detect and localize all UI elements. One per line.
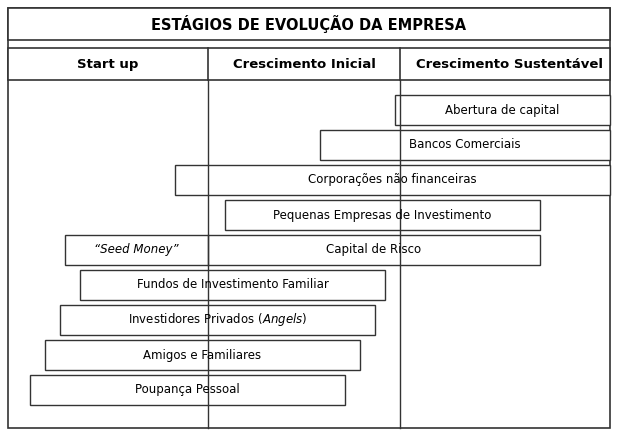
Text: “Seed Money”: “Seed Money” <box>94 244 179 256</box>
Text: Amigos e Familiares: Amigos e Familiares <box>143 349 262 361</box>
Bar <box>8 8 610 40</box>
Text: Corporações não financeiras: Corporações não financeiras <box>308 174 477 187</box>
Bar <box>30 375 345 405</box>
Text: Crescimento Inicial: Crescimento Inicial <box>233 58 376 70</box>
Bar <box>175 165 610 195</box>
Bar <box>225 200 540 230</box>
Bar <box>45 340 360 370</box>
Bar <box>60 305 375 335</box>
Text: Start up: Start up <box>78 58 139 70</box>
Bar <box>80 270 385 300</box>
Text: Pequenas Empresas de Investimento: Pequenas Empresas de Investimento <box>274 209 491 222</box>
Text: ESTÁGIOS DE EVOLUÇÃO DA EMPRESA: ESTÁGIOS DE EVOLUÇÃO DA EMPRESA <box>151 15 466 33</box>
Text: Fundos de Investimento Familiar: Fundos de Investimento Familiar <box>136 279 329 291</box>
Bar <box>395 95 610 125</box>
Text: Crescimento Sustentável: Crescimento Sustentável <box>416 58 602 70</box>
Text: Investidores Privados ($\mathit{Angels}$): Investidores Privados ($\mathit{Angels}$… <box>128 311 307 329</box>
Text: Bancos Comerciais: Bancos Comerciais <box>409 139 521 152</box>
Text: Capital de Risco: Capital de Risco <box>326 244 421 256</box>
Bar <box>65 235 540 265</box>
Text: Poupança Pessoal: Poupança Pessoal <box>135 384 240 396</box>
Bar <box>8 48 610 80</box>
Bar <box>320 130 610 160</box>
Text: Abertura de capital: Abertura de capital <box>445 104 560 117</box>
